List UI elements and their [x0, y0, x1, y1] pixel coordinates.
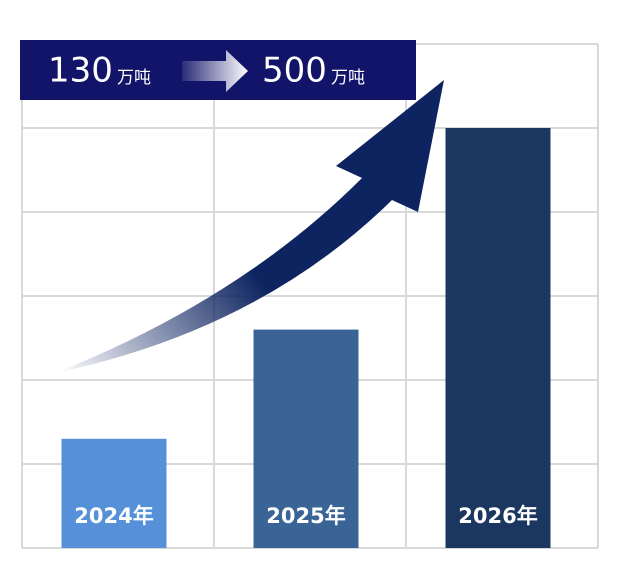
banner-to: 500	[262, 51, 327, 91]
bar	[445, 128, 551, 548]
category-label: 2026年	[458, 504, 537, 528]
banner-to-unit: 万吨	[331, 68, 365, 88]
category-label: 2025年	[266, 504, 345, 528]
growth-arrow	[55, 80, 444, 373]
category-label: 2024年	[74, 504, 153, 528]
bar	[61, 438, 167, 548]
bars: 2024年 2025年 2026年	[61, 128, 551, 548]
banner-arrow	[182, 50, 248, 92]
banner-from-unit: 万吨	[117, 68, 151, 88]
bar	[253, 329, 359, 548]
banner-from: 130	[48, 51, 113, 91]
